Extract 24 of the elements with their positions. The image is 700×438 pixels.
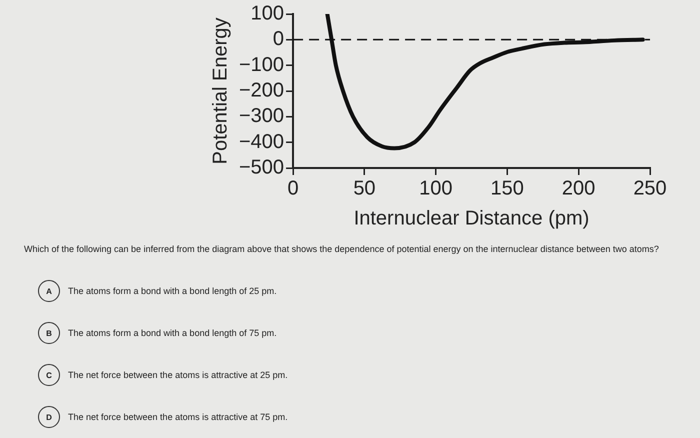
x-tick-label: 150: [490, 178, 524, 200]
text: C: [38, 364, 60, 386]
text: The atoms form a bond with a bond length of 75 pm.: [68, 328, 277, 338]
y-axis-title: Potential Energy: [210, 18, 232, 164]
text: B: [38, 322, 60, 344]
y-tick-label: −300: [238, 105, 284, 128]
x-tick-label: 200: [562, 178, 596, 200]
text: Which of the following can be inferred from the diagram above that shows the dependence of potential energy on the internuclear distance between two atoms?: [24, 244, 660, 254]
y-tick-label: −100: [238, 54, 284, 76]
y-tick-label: 100: [250, 2, 284, 25]
y-tick-label: −200: [238, 80, 284, 102]
text: A: [38, 280, 60, 302]
x-axis-title: Internuclear Distance (pm): [354, 208, 590, 230]
x-tick-label: 100: [419, 178, 453, 200]
y-tick-label: −500: [238, 156, 284, 179]
text: D: [38, 406, 60, 428]
x-tick-label: 50: [353, 178, 376, 200]
x-tick-label: 250: [633, 178, 667, 200]
x-tick-label: 0: [287, 178, 299, 200]
text: The atoms form a bond with a bond length of 25 pm.: [68, 286, 277, 296]
text: The net force between the atoms is attractive at 25 pm.: [68, 370, 288, 380]
text: The net force between the atoms is attractive at 75 pm.: [68, 412, 288, 422]
y-tick-label: 0: [272, 28, 284, 50]
y-tick-label: −400: [238, 130, 284, 153]
